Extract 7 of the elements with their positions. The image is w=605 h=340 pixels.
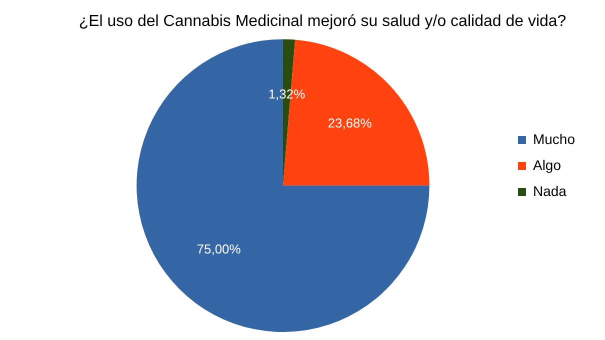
data-label: 1,32% bbox=[268, 86, 306, 102]
data-label: 75,00% bbox=[196, 241, 242, 256]
data-label: 23,68% bbox=[328, 116, 372, 131]
legend-label: Nada bbox=[532, 182, 567, 199]
legend-label: Algo bbox=[532, 156, 562, 173]
legend-label: Mucho bbox=[532, 130, 576, 147]
chart-title: ¿El uso del Cannabis Medicinal mejoró su salud y/o calidad de vida? bbox=[78, 13, 566, 30]
